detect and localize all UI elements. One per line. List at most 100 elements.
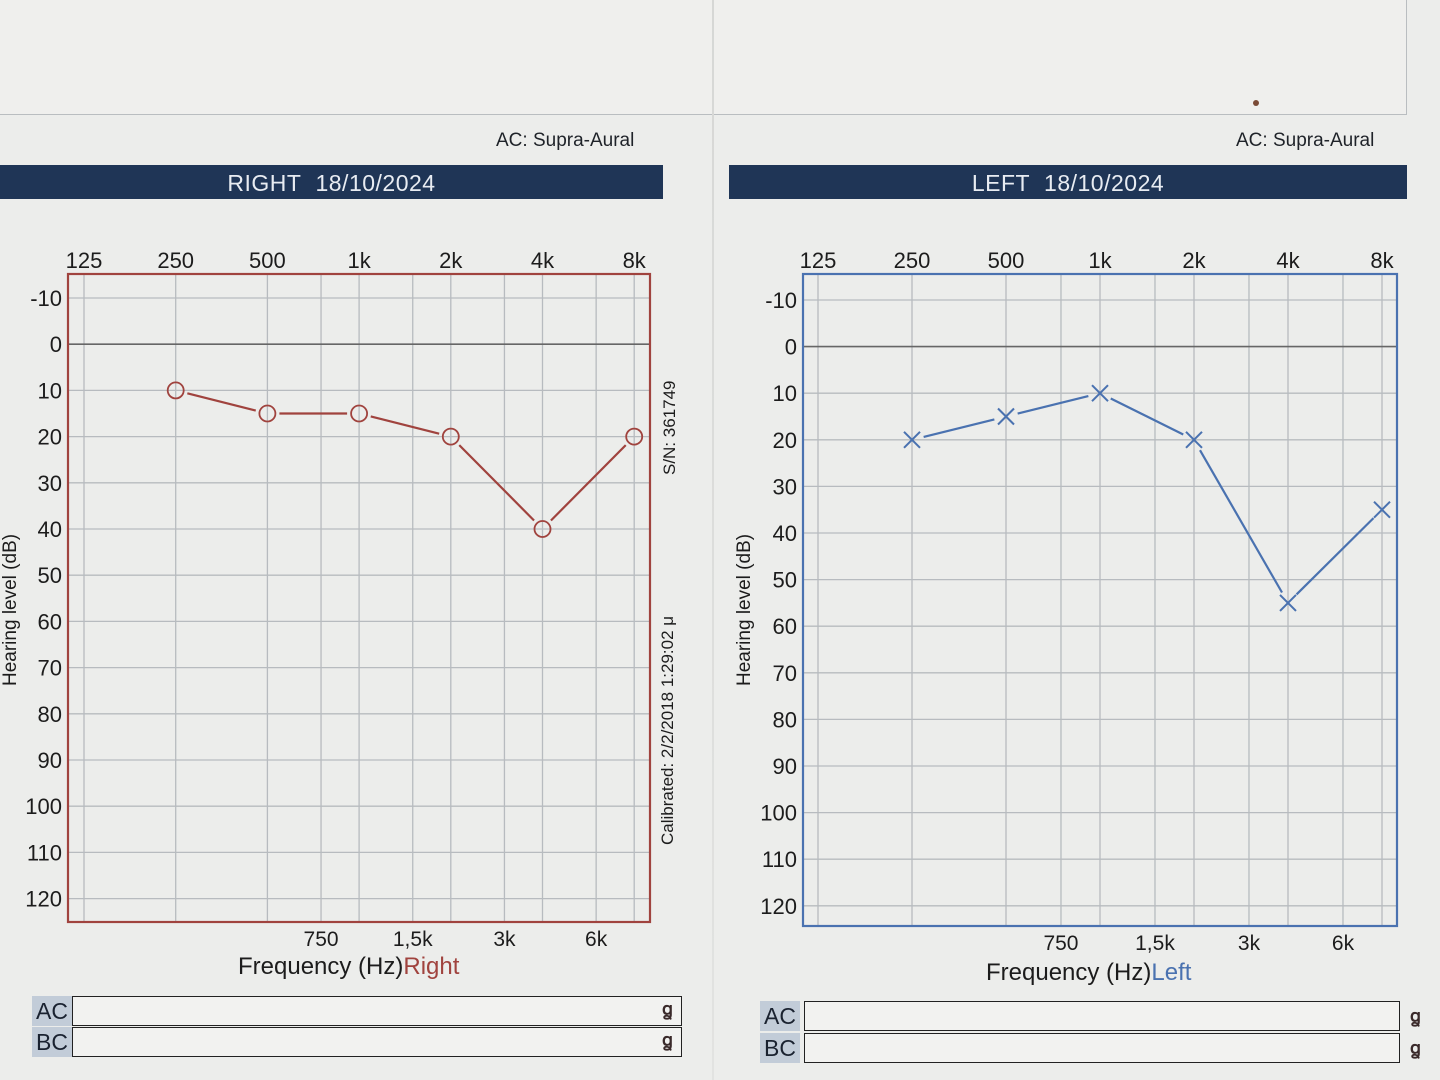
header-box (0, 0, 1407, 115)
data-point-cross (1185, 431, 1203, 449)
y-tick-label: 80 (38, 702, 62, 727)
x-tick-label: 500 (249, 248, 286, 273)
ear-symbol-icon: ꬶ (662, 1030, 673, 1050)
y-tick-label: 10 (773, 381, 797, 406)
serial-number: S/N: 361749 (660, 380, 679, 475)
x-tick-label: 8k (623, 248, 647, 273)
y-tick-label: 10 (38, 378, 62, 403)
plot-frame (66, 272, 652, 924)
y-tick-label: 40 (38, 517, 62, 542)
cross-stroke (1373, 500, 1391, 519)
y-tick-label: 60 (773, 614, 797, 639)
series-line-segment (370, 415, 440, 435)
y-tick-label: 110 (762, 847, 797, 872)
x-axis-title: Frequency (Hz)Right (238, 953, 459, 981)
y-tick-label: 20 (773, 428, 797, 453)
x-tick-label: 8k (1370, 248, 1394, 273)
cross-stroke (903, 431, 921, 449)
right-title-bar: RIGHT 18/10/2024 (0, 165, 663, 199)
title-side: RIGHT (227, 170, 302, 196)
data-point-circle (166, 381, 185, 400)
bc-summary-field[interactable] (804, 1033, 1400, 1063)
x-tick-label: 250 (894, 248, 931, 273)
bc-summary-label: BC (32, 1027, 72, 1057)
left-title-bar: LEFT 18/10/2024 (729, 165, 1407, 199)
x-tick-label: 125 (66, 248, 103, 273)
y-axis-title: Hearing level (dB) (734, 533, 755, 686)
x-tick-label: 250 (157, 248, 194, 273)
ear-name: Left (1151, 959, 1192, 986)
y-tick-label: 50 (38, 563, 62, 588)
data-point-cross (1279, 594, 1297, 612)
ac-summary-field[interactable] (804, 1001, 1400, 1031)
y-tick-label: 80 (773, 707, 797, 732)
ac-summary-field[interactable] (72, 996, 682, 1026)
cross-stroke (1091, 384, 1109, 402)
y-tick-label: 20 (38, 425, 62, 450)
y-tick-label: 30 (38, 471, 62, 496)
y-tick-label: 70 (38, 656, 62, 681)
ac-summary-label: AC (32, 996, 72, 1026)
y-tick-label: 50 (773, 568, 797, 593)
data-point-circle (350, 404, 369, 423)
data-point-circle (533, 520, 552, 538)
data-point-cross (997, 407, 1015, 426)
x-tick-label: 500 (988, 248, 1025, 273)
x-tick-label: 2k (439, 248, 463, 273)
y-tick-label: 90 (38, 748, 62, 773)
ac-summary-row: AC ꬶ (760, 1001, 1421, 1031)
x-tick-label: 1k (347, 248, 371, 273)
x-tick-label: 750 (1043, 932, 1078, 955)
series-line-segment (1110, 397, 1184, 436)
ear-symbol-icon: ꬶ (1410, 1006, 1421, 1026)
y-tick-label: 30 (773, 474, 797, 499)
y-tick-label: -10 (30, 286, 62, 311)
left-audiogram: 125 250 500 1k 2k 4k 8k 750 1,5k 3k 6k -10 0 10 20 30 40… (760, 248, 1399, 955)
x-tick-label: 750 (304, 928, 339, 951)
y-axis-title: Hearing level (dB) (0, 533, 21, 686)
x-axis-title: Frequency (Hz)Left (986, 959, 1191, 987)
cross-stroke (1185, 431, 1203, 449)
data-point-cross (1091, 384, 1109, 402)
series-line-segment (1295, 517, 1375, 596)
paper-fold (712, 0, 714, 1080)
x-axis-title-text: Frequency (Hz) (238, 953, 404, 980)
y-tick-label: 100 (25, 794, 62, 819)
data-point-circle (258, 404, 277, 423)
x-tick-label: 2k (1182, 248, 1206, 273)
y-tick-label: 100 (760, 801, 797, 826)
series-line-segment (458, 444, 535, 522)
series-line-segment (1017, 395, 1089, 415)
bc-summary-field[interactable] (72, 1027, 682, 1057)
x-tick-label: 3k (1238, 932, 1261, 955)
title-date: 18/10/2024 (1044, 170, 1165, 196)
x-tick-label: 125 (800, 248, 837, 273)
series-line-segment (1199, 449, 1283, 594)
y-tick-label: 0 (50, 332, 62, 357)
x-tick-label: 3k (493, 928, 516, 951)
ear-name: Right (403, 953, 460, 980)
y-tick-label: 120 (760, 894, 797, 919)
bc-summary-row: BC ꬶ (32, 1027, 682, 1057)
x-tick-label: 6k (585, 928, 608, 951)
series-line-segment (187, 392, 257, 412)
right-ear-panel: AC: Supra-Aural RIGHT 18/10/2024 125 250 50… (0, 0, 700, 1080)
bc-summary-label: BC (760, 1033, 800, 1063)
title-date: 18/10/2024 (315, 170, 436, 196)
ear-symbol-icon: ꬶ (1410, 1038, 1421, 1058)
paper-spot (1253, 100, 1259, 106)
y-tick-label: 0 (785, 335, 797, 360)
ac-summary-row: AC ꬶ (32, 996, 682, 1026)
data-point-circle (625, 427, 644, 446)
x-tick-label: 1k (1088, 248, 1112, 273)
y-tick-label: 60 (38, 609, 62, 634)
plot-frame (801, 272, 1399, 928)
bc-summary-row: BC ꬶ (760, 1033, 1421, 1063)
ac-type-label: AC: Supra-Aural (1236, 130, 1375, 151)
series-line-segment (923, 418, 995, 438)
right-audiogram: 125 250 500 1k 2k 4k 8k 750 1,5k 3k 6k -10 0 10 20 30 40… (25, 248, 652, 951)
calibration-date: Calibrated: 2/2/2018 1:29:02 μ (658, 615, 677, 845)
cross-stroke (1279, 594, 1297, 612)
y-tick-label: 40 (773, 521, 797, 546)
y-tick-label: 120 (25, 887, 62, 912)
